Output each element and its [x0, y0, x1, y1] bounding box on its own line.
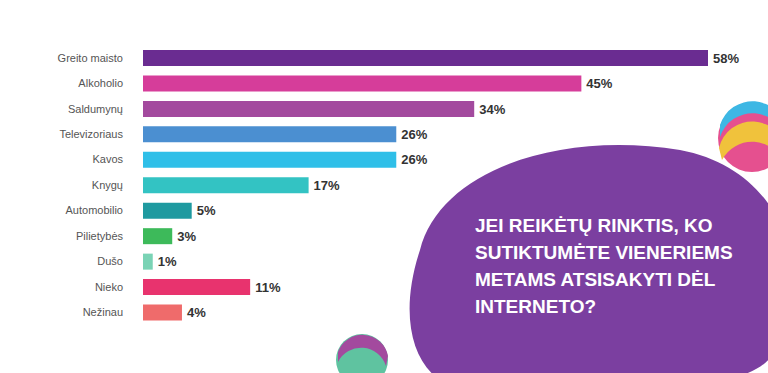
- svg-text:34%: 34%: [479, 102, 505, 117]
- svg-text:4%: 4%: [187, 305, 206, 320]
- svg-text:11%: 11%: [255, 280, 281, 295]
- svg-text:Kavos: Kavos: [92, 153, 123, 165]
- html-text:JEI REIKĖTŲ RINKTIS, KO SUTIKT: JEI REIKĖTŲ RINKTIS, KO SUTIKTUMĖTE VIEN…: [475, 215, 733, 317]
- svg-text:Nieko: Nieko: [95, 281, 123, 293]
- svg-text:26%: 26%: [401, 127, 427, 142]
- svg-text:Dušo: Dušo: [97, 255, 123, 267]
- svg-text:26%: 26%: [401, 152, 427, 167]
- svg-text:58%: 58%: [713, 51, 739, 66]
- svg-text:Saldumynų: Saldumynų: [68, 103, 123, 115]
- svg-text:Televizoriaus: Televizoriaus: [59, 128, 123, 140]
- svg-text:Greito maisto: Greito maisto: [58, 52, 123, 64]
- svg-text:17%: 17%: [314, 178, 340, 193]
- svg-text:3%: 3%: [177, 229, 196, 244]
- svg-text:1%: 1%: [158, 254, 177, 269]
- svg-text:5%: 5%: [197, 203, 216, 218]
- svg-text:Nežinau: Nežinau: [83, 306, 123, 318]
- svg-text:Pilietybės: Pilietybės: [76, 230, 124, 242]
- svg-text:Knygų: Knygų: [92, 179, 123, 191]
- svg-text:Automobilio: Automobilio: [66, 204, 123, 216]
- svg-text:45%: 45%: [586, 76, 612, 91]
- svg-text:Alkoholio: Alkoholio: [78, 77, 123, 89]
